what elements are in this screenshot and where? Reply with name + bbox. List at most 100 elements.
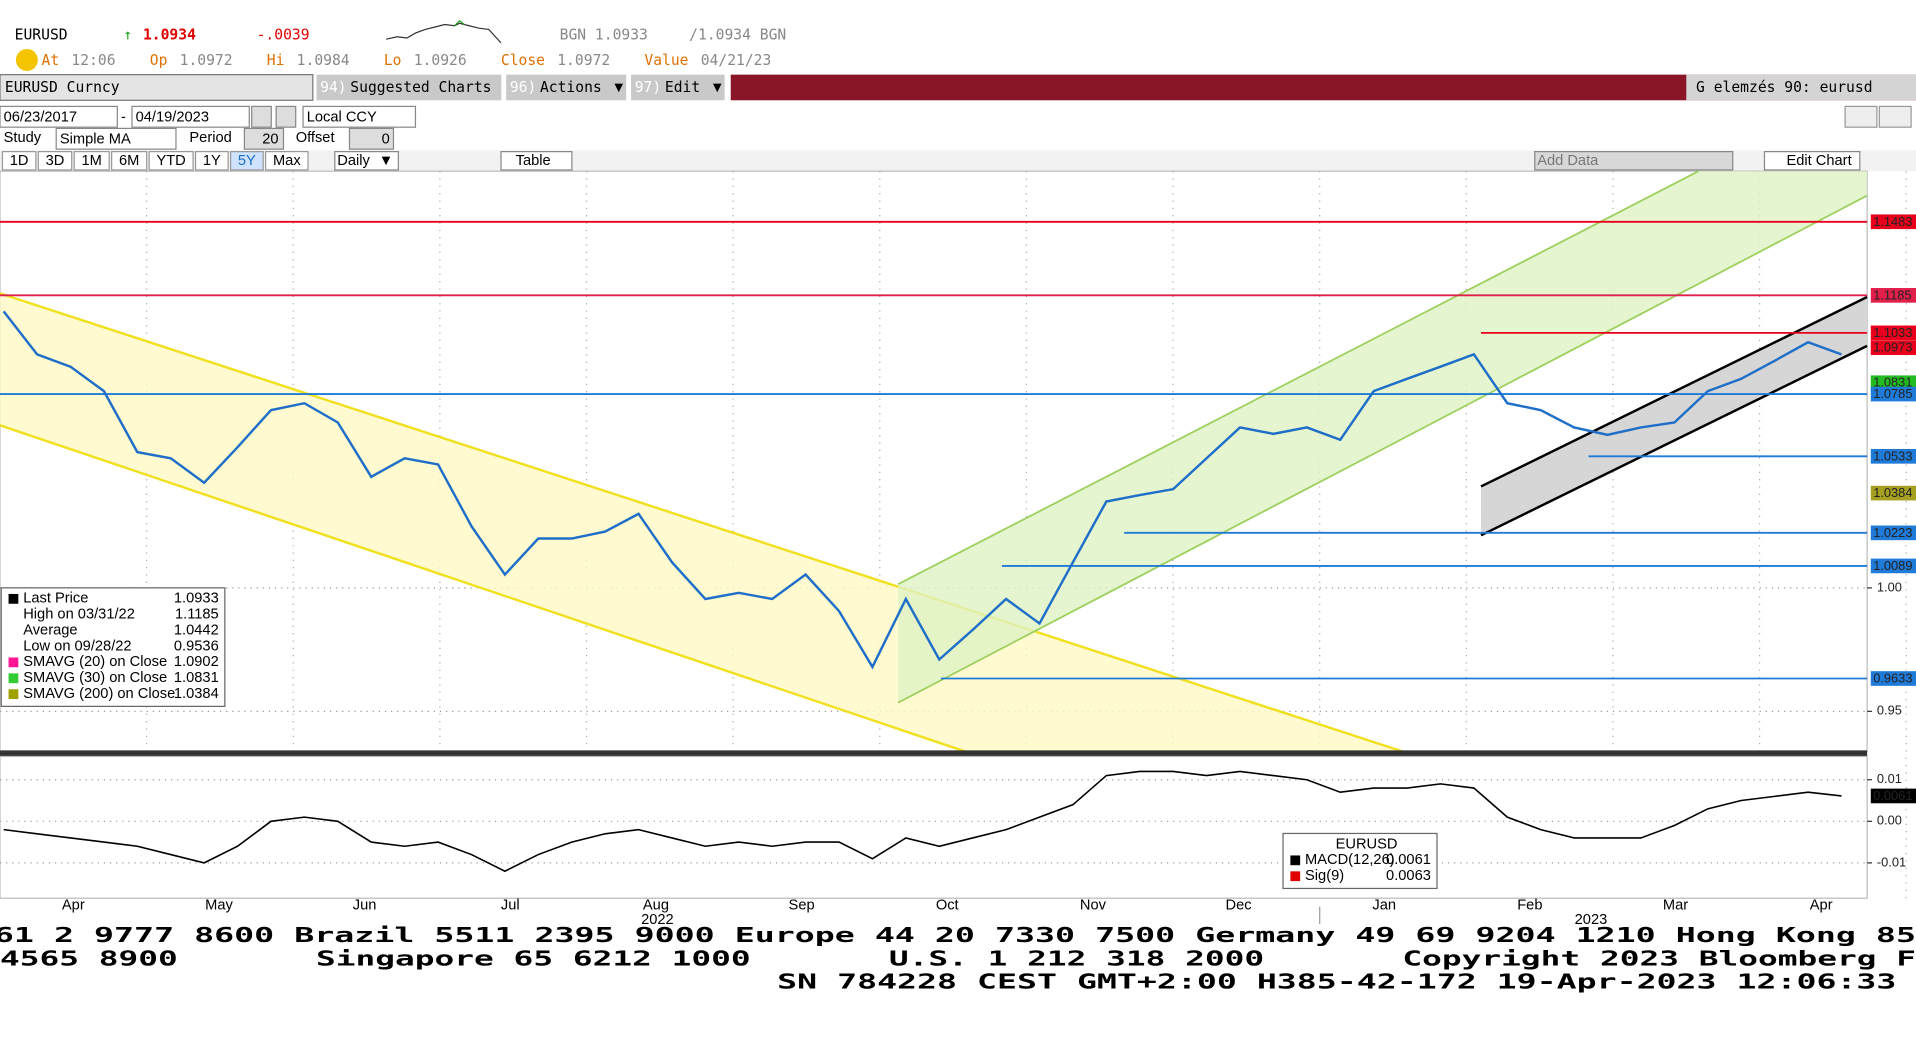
- up-arrow: ↑: [123, 27, 132, 44]
- ticker-line: SN 784228 CEST GMT+2:00 H385-42-172 19-A…: [777, 970, 1896, 994]
- legend-label: Sig(9): [1305, 868, 1344, 884]
- field-value: 1.0926: [414, 52, 467, 69]
- legend-swatch: [1290, 855, 1301, 866]
- level-box: [1870, 375, 1916, 391]
- level-label: 1.1185: [1873, 287, 1911, 302]
- range-label: YTD: [156, 153, 185, 169]
- x-tick-label: Dec: [1226, 897, 1252, 913]
- level-box: [1870, 214, 1916, 230]
- legend-value: 0.9536: [174, 638, 219, 654]
- field-value: 12:06: [71, 52, 115, 69]
- next-button[interactable]: [275, 105, 297, 128]
- menu-label: Edit: [665, 79, 700, 96]
- level-label: 1.0973: [1873, 340, 1912, 355]
- range-button[interactable]: [229, 151, 264, 171]
- x-tick-label: Apr: [1810, 897, 1833, 913]
- y-tick-label: 0.01: [1877, 771, 1902, 786]
- legend-swatch: [8, 689, 19, 700]
- panel-divider: [0, 750, 1868, 757]
- level-label: 1.0384: [1873, 485, 1912, 500]
- last-label: 0.0061: [1873, 788, 1912, 803]
- edit-chart: Edit Chart: [1786, 153, 1851, 169]
- legend-label: MACD(12,26): [1305, 852, 1395, 868]
- field-label: Lo: [384, 52, 402, 69]
- add-data-field[interactable]: [1534, 151, 1734, 171]
- range-button[interactable]: [194, 151, 229, 171]
- edit-chart-button[interactable]: [1763, 151, 1861, 171]
- sparkline: [386, 22, 502, 44]
- x-year-label: 2022: [641, 912, 674, 928]
- legend-value: 0.0063: [1386, 868, 1431, 884]
- range-button[interactable]: [1, 151, 37, 171]
- menu-arrow: ▼: [612, 80, 627, 96]
- range-label: 6M: [119, 153, 139, 169]
- range-button[interactable]: [148, 151, 194, 171]
- study: Simple MA: [60, 131, 131, 147]
- date-sep: -: [121, 109, 126, 125]
- date-field[interactable]: [0, 105, 118, 128]
- field-value: 04/21/23: [701, 52, 772, 69]
- ask: /1.0934 BGN: [689, 27, 786, 44]
- channel-line: [1480, 344, 1868, 537]
- security: EURUSD Curncy: [5, 79, 120, 96]
- legend-box: [0, 587, 226, 707]
- range-bar: [0, 150, 1916, 172]
- frequency-select[interactable]: [334, 151, 399, 171]
- date-field[interactable]: [131, 105, 250, 128]
- menu-number: 97): [635, 79, 661, 96]
- function-box: [1686, 74, 1916, 101]
- clock-icon: [15, 48, 38, 71]
- menu-label: Actions: [540, 79, 602, 96]
- range-button[interactable]: [111, 151, 148, 171]
- x-tick-label: Apr: [62, 897, 85, 913]
- menu-button[interactable]: [316, 74, 502, 101]
- function-label: G elemzés 90: eurusd: [1696, 79, 1872, 96]
- x-tick-label: Sep: [789, 897, 815, 913]
- legend-title: EURUSD: [1336, 836, 1398, 852]
- legend-label: Low on 09/28/22: [23, 638, 131, 654]
- x-tick-label: Jun: [353, 897, 377, 913]
- currency-select[interactable]: [302, 105, 417, 128]
- level-box: [1870, 485, 1916, 501]
- range-label: 1M: [81, 153, 101, 169]
- period-field[interactable]: [243, 127, 285, 150]
- study-select[interactable]: [55, 127, 177, 150]
- prev-button[interactable]: [251, 105, 272, 128]
- legend-label: SMAVG (200) on Close: [23, 686, 175, 702]
- level-label: 1.1483: [1873, 214, 1912, 229]
- menu-button[interactable]: [631, 74, 725, 101]
- range-button[interactable]: [73, 151, 110, 171]
- level-box: [1870, 288, 1916, 303]
- menu-button[interactable]: [506, 74, 627, 101]
- field-label: Value: [644, 52, 688, 69]
- range-button[interactable]: [37, 151, 73, 171]
- offset-field[interactable]: [348, 127, 395, 150]
- x-tick-label: Nov: [1080, 897, 1107, 913]
- ticker-line: 4565 8900 Singapore 65 6212 1000 U.S. 1 …: [0, 946, 1916, 970]
- level-box: [1870, 671, 1916, 686]
- y-tick-label: 1.00: [1877, 579, 1902, 594]
- legend-label: Average: [23, 622, 77, 638]
- menu-arrow: ▼: [710, 80, 725, 96]
- bid: BGN 1.0933: [560, 27, 648, 44]
- range-button[interactable]: [265, 151, 309, 171]
- range-label: 1D: [10, 153, 29, 169]
- legend-swatch: [1290, 871, 1301, 882]
- up-channel: [898, 171, 1868, 703]
- legend-box: [1282, 832, 1438, 890]
- table-button[interactable]: [500, 151, 573, 171]
- period-label: Period: [189, 130, 231, 146]
- undo-button[interactable]: [1844, 105, 1878, 128]
- level-box: [1870, 525, 1916, 541]
- security-box[interactable]: [0, 74, 314, 101]
- field-label: Close: [501, 52, 545, 69]
- offset-label: Offset: [296, 130, 335, 146]
- end-date: 04/19/2023: [136, 109, 209, 125]
- x-tick-label: Oct: [936, 897, 959, 913]
- legend-swatch: [8, 673, 19, 684]
- level-label: 1.0223: [1873, 525, 1912, 540]
- range-label: Max: [273, 153, 301, 169]
- redo-button[interactable]: [1878, 105, 1912, 128]
- field-label: Hi: [267, 52, 285, 69]
